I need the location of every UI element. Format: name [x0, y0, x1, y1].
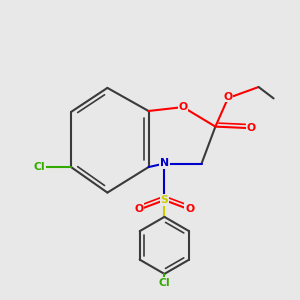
Text: O: O	[134, 204, 143, 214]
Text: Cl: Cl	[33, 162, 45, 172]
Text: N: N	[160, 158, 169, 169]
Text: S: S	[160, 195, 168, 205]
Text: O: O	[224, 92, 232, 102]
Text: Cl: Cl	[159, 278, 170, 288]
Text: O: O	[178, 102, 188, 112]
Text: O: O	[185, 204, 194, 214]
Text: O: O	[247, 123, 256, 133]
